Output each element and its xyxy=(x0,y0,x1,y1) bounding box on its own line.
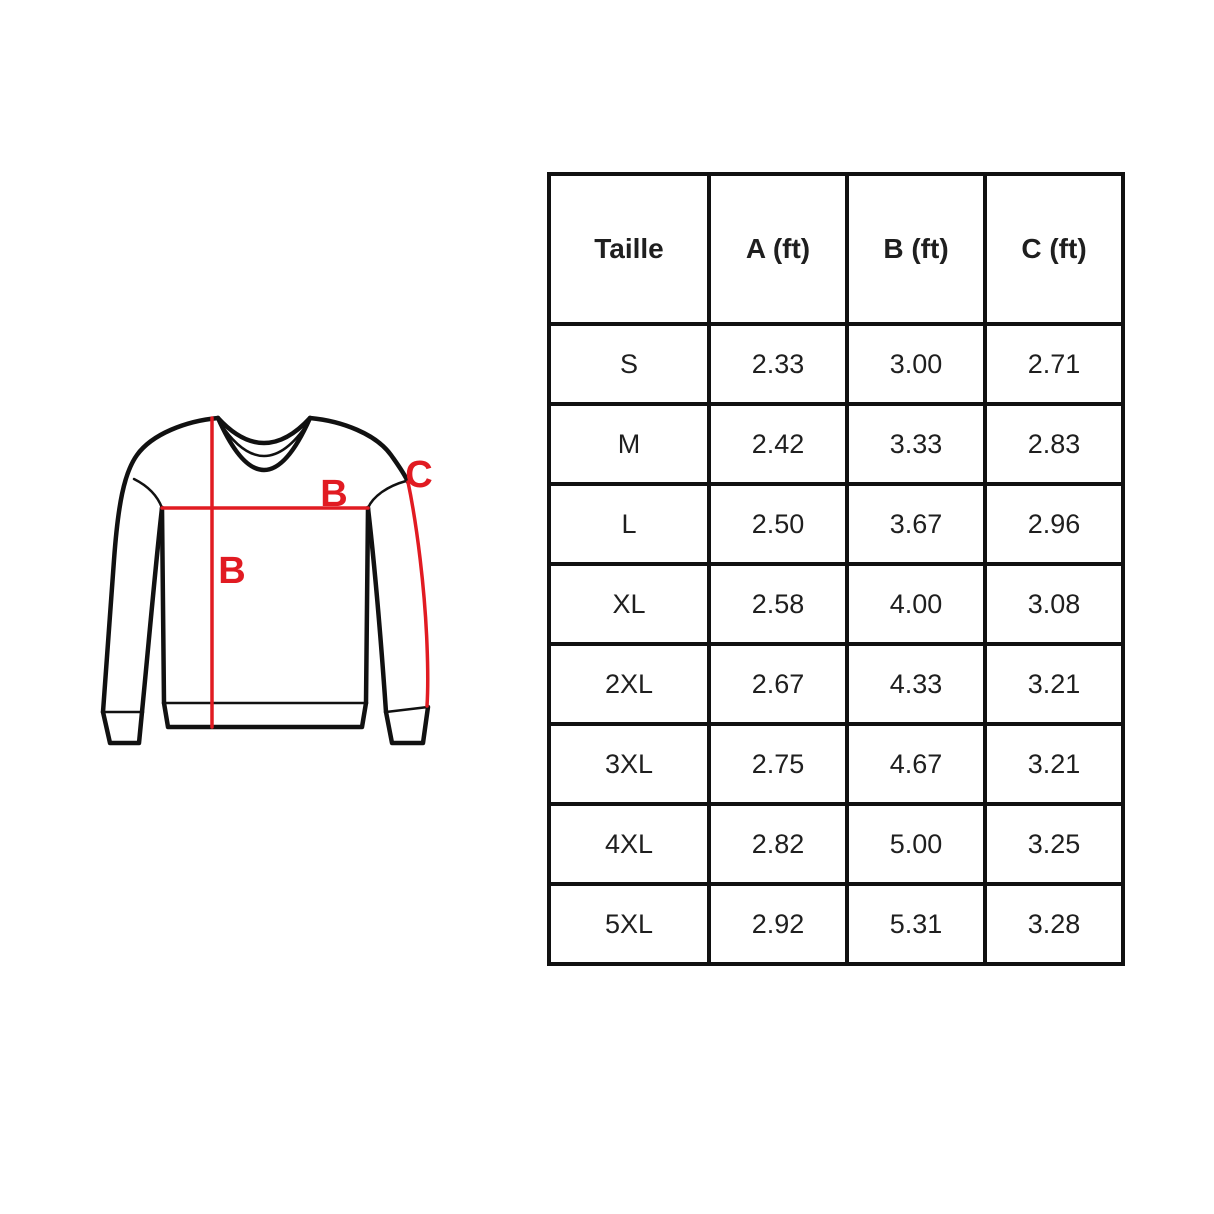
size-cell: 4XL xyxy=(547,802,711,886)
size-cell: 2XL xyxy=(547,642,711,726)
table-row: 2XL 2.67 4.33 3.21 xyxy=(547,642,1125,726)
value-cell: 2.42 xyxy=(707,402,849,486)
table-row: L 2.50 3.67 2.96 xyxy=(547,482,1125,566)
size-cell: XL xyxy=(547,562,711,646)
value-cell: 4.67 xyxy=(845,722,987,806)
value-cell: 3.21 xyxy=(983,642,1125,726)
size-table: Taille A (ft) B (ft) C (ft) S 2.33 3.00 … xyxy=(547,172,1125,966)
size-cell: S xyxy=(547,322,711,406)
sweatshirt-outline xyxy=(100,415,431,746)
table-header-row: Taille A (ft) B (ft) C (ft) xyxy=(547,172,1125,326)
value-cell: 4.00 xyxy=(845,562,987,646)
value-cell: 3.28 xyxy=(983,882,1125,966)
size-cell: M xyxy=(547,402,711,486)
sleeve-measure-label: C xyxy=(405,454,432,496)
value-cell: 3.21 xyxy=(983,722,1125,806)
value-cell: 2.92 xyxy=(707,882,849,966)
chest-measure-label: B xyxy=(320,473,347,515)
value-cell: 2.50 xyxy=(707,482,849,566)
column-header-taille: Taille xyxy=(547,172,711,326)
table-row: M 2.42 3.33 2.83 xyxy=(547,402,1125,486)
table-row: 4XL 2.82 5.00 3.25 xyxy=(547,802,1125,886)
value-cell: 2.71 xyxy=(983,322,1125,406)
value-cell: 5.31 xyxy=(845,882,987,966)
value-cell: 2.82 xyxy=(707,802,849,886)
value-cell: 2.75 xyxy=(707,722,849,806)
size-cell: 3XL xyxy=(547,722,711,806)
column-header-b: B (ft) xyxy=(845,172,987,326)
value-cell: 5.00 xyxy=(845,802,987,886)
value-cell: 3.00 xyxy=(845,322,987,406)
value-cell: 2.58 xyxy=(707,562,849,646)
value-cell: 3.33 xyxy=(845,402,987,486)
sweatshirt-diagram: B B C xyxy=(100,415,433,746)
value-cell: 3.08 xyxy=(983,562,1125,646)
length-measure-label: B xyxy=(218,550,245,592)
value-cell: 2.96 xyxy=(983,482,1125,566)
column-header-c: C (ft) xyxy=(983,172,1125,326)
sleeve-measure-line xyxy=(406,480,430,708)
value-cell: 4.33 xyxy=(845,642,987,726)
table-row: XL 2.58 4.00 3.08 xyxy=(547,562,1125,646)
size-cell: 5XL xyxy=(547,882,711,966)
table-row: S 2.33 3.00 2.71 xyxy=(547,322,1125,406)
value-cell: 2.67 xyxy=(707,642,849,726)
value-cell: 3.25 xyxy=(983,802,1125,886)
column-header-a: A (ft) xyxy=(707,172,849,326)
table-row: 3XL 2.75 4.67 3.21 xyxy=(547,722,1125,806)
value-cell: 2.83 xyxy=(983,402,1125,486)
value-cell: 3.67 xyxy=(845,482,987,566)
value-cell: 2.33 xyxy=(707,322,849,406)
size-cell: L xyxy=(547,482,711,566)
table-row: 5XL 2.92 5.31 3.28 xyxy=(547,882,1125,966)
